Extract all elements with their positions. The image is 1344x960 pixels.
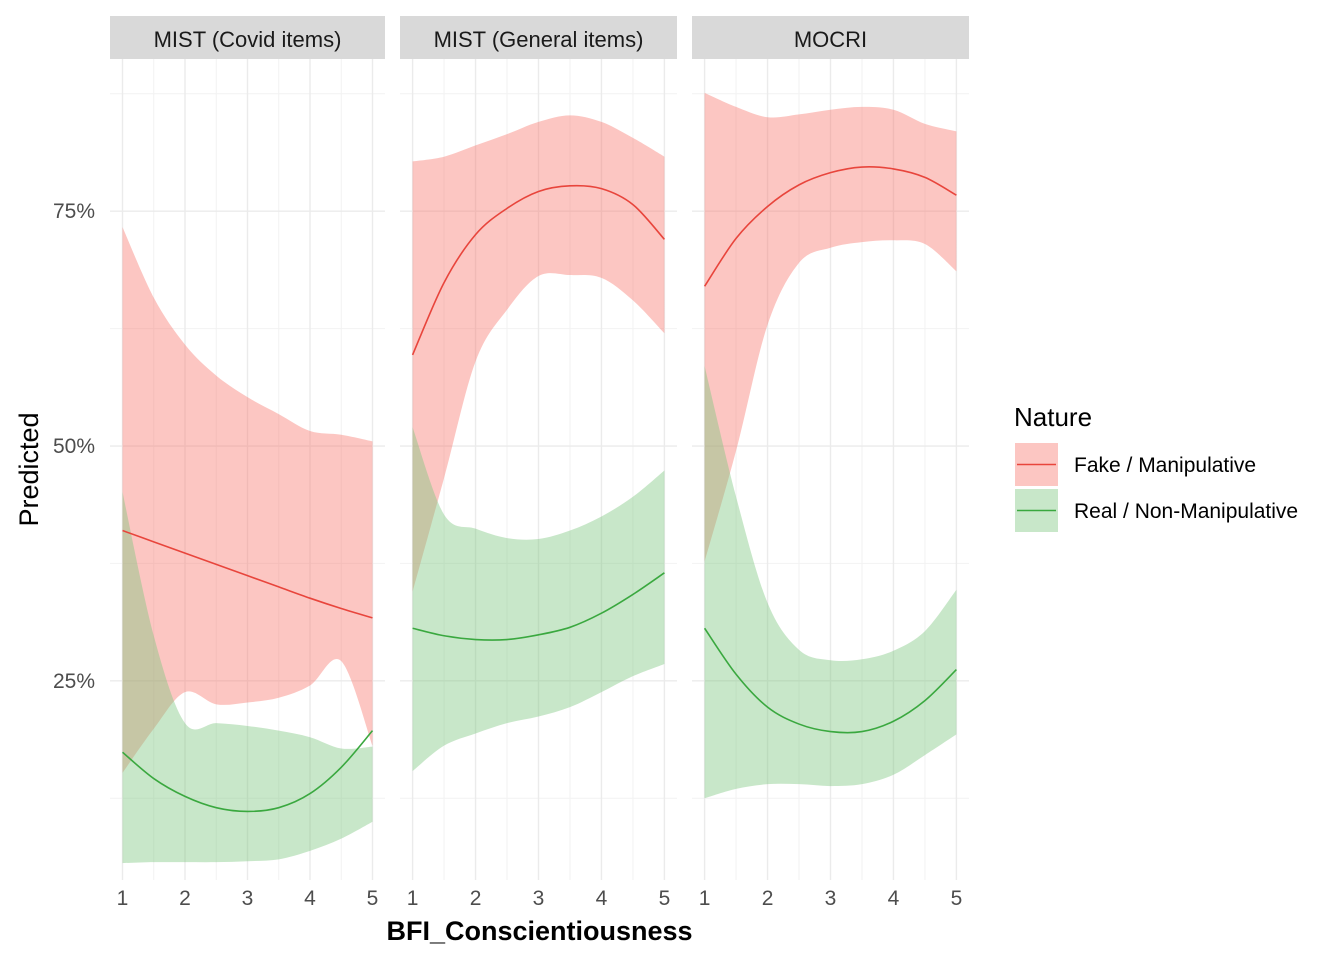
legend-label: Real / Non-Manipulative [1074,500,1298,523]
y-tick-label: 50% [53,435,95,458]
legend-item: Fake / Manipulative [1015,443,1256,486]
series-line [412,572,665,641]
panel-1: MIST (Covid items) 1 2 3 4 5 [110,16,385,910]
x-tick-label: 5 [951,887,963,910]
x-tick-label: 4 [596,887,608,910]
x-tick-label: 3 [825,887,837,910]
y-axis-title: Predicted [14,412,44,526]
x-tick-label: 4 [304,887,316,910]
x-tick-label: 5 [659,887,671,910]
series-line [703,166,957,287]
series-line [411,184,666,356]
x-tick-label: 1 [117,887,129,910]
legend-label: Fake / Manipulative [1074,454,1256,477]
confidence-ribbon [122,492,373,864]
strip-background [692,16,969,59]
confidence-ribbon [412,427,665,772]
confidence-ribbon [704,366,957,799]
series-line [703,627,957,734]
x-tick-label: 5 [367,887,379,910]
confidence-ribbon [122,227,373,773]
series-line [122,529,373,619]
strip-background [400,16,677,59]
x-tick-label: 1 [699,887,711,910]
panel-3: MOCRI 1 2 3 4 5 [692,16,969,910]
x-tick-label: 3 [533,887,545,910]
x-tick-label: 2 [762,887,774,910]
legend-title: Nature [1014,402,1092,432]
x-tick-label: 1 [407,887,419,910]
x-tick-label: 3 [242,887,254,910]
panel-2: MIST (General items) 1 2 3 4 5 [400,16,677,910]
series-line [121,730,374,813]
strip-title: MIST (General items) [434,27,644,52]
x-tick-label: 2 [470,887,482,910]
confidence-ribbon [704,92,957,562]
y-tick-label: 25% [53,670,95,693]
x-axis-title: BFI_Conscientiousness [386,916,692,946]
x-tick-label: 2 [179,887,191,910]
y-tick-label: 75% [53,200,95,223]
strip-title: MOCRI [794,27,867,52]
legend: Nature Fake / Manipulative Real / Non-Mani… [1014,402,1298,532]
x-tick-label: 4 [888,887,900,910]
strip-title: MIST (Covid items) [154,27,342,52]
strip-background [110,16,385,59]
legend-item: Real / Non-Manipulative [1015,489,1298,532]
